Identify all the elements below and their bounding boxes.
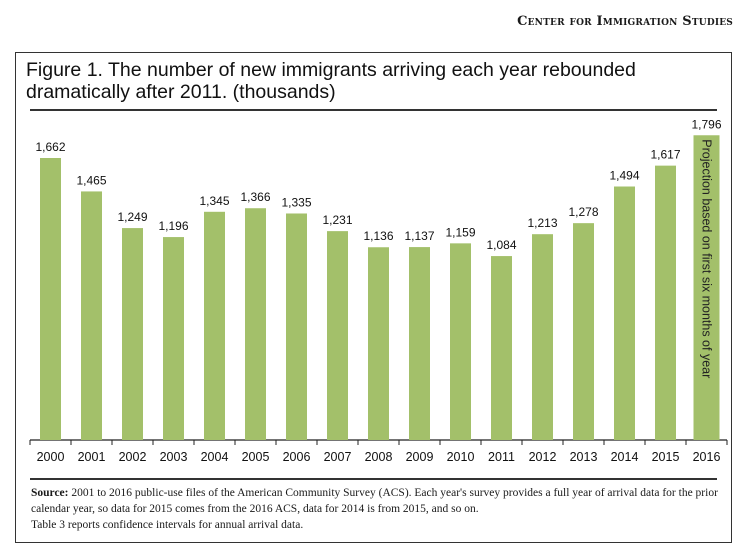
x-tick-label-2006: 2006 [283, 450, 311, 464]
value-label-2016: 1,796 [691, 117, 721, 131]
x-tick-label-2010: 2010 [447, 450, 475, 464]
x-tick-label-2002: 2002 [119, 450, 147, 464]
bar-2002 [122, 228, 143, 440]
bar-2006 [286, 213, 307, 440]
figure-title: Figure 1. The number of new immigrants a… [26, 59, 636, 103]
x-tick-label-2000: 2000 [37, 450, 65, 464]
value-label-2014: 1,494 [609, 169, 639, 183]
x-tick-label-2015: 2015 [652, 450, 680, 464]
source-note: Source: 2001 to 2016 public-use files of… [31, 485, 721, 533]
bar-2012 [532, 234, 553, 440]
value-label-2010: 1,159 [445, 225, 475, 239]
x-tick-label-2014: 2014 [611, 450, 639, 464]
bar-2010 [450, 243, 471, 440]
bar-2014 [614, 186, 635, 440]
bar-2015 [655, 165, 676, 440]
value-label-2001: 1,465 [76, 173, 106, 187]
projection-annotation: Projection based on first six months of … [700, 139, 714, 378]
bar-2004 [204, 211, 225, 440]
x-tick-label-2008: 2008 [365, 450, 393, 464]
bar-2016 [693, 135, 720, 440]
value-label-2000: 1,662 [35, 140, 65, 154]
bar-2008 [368, 247, 389, 440]
x-tick-label-2013: 2013 [570, 450, 598, 464]
x-tick-label-2012: 2012 [529, 450, 557, 464]
source-divider [30, 478, 717, 480]
x-tick-label-2011: 2011 [488, 450, 515, 464]
value-label-2013: 1,278 [568, 205, 598, 219]
bar-2003 [163, 237, 184, 440]
x-tick-label-2016: 2016 [693, 450, 721, 464]
value-label-2015: 1,617 [650, 148, 680, 162]
source-table-note: Table 3 reports confidence intervals for… [31, 519, 304, 531]
value-label-2005: 1,366 [240, 190, 270, 204]
bar-2011 [491, 256, 512, 440]
x-tick-label-2007: 2007 [324, 450, 352, 464]
organization-name: Center for Immigration Studies [517, 14, 733, 29]
x-tick-label-2004: 2004 [201, 450, 229, 464]
value-label-2004: 1,345 [199, 194, 229, 208]
bar-2013 [573, 223, 594, 440]
x-tick-label-2009: 2009 [406, 450, 434, 464]
value-label-2012: 1,213 [527, 216, 557, 230]
value-label-2007: 1,231 [322, 213, 352, 227]
value-label-2009: 1,137 [404, 229, 434, 243]
bar-2009 [409, 247, 430, 440]
source-label: Source: [31, 487, 69, 499]
bar-2000 [40, 158, 61, 440]
value-label-2006: 1,335 [281, 195, 311, 209]
bar-2007 [327, 231, 348, 440]
value-label-2003: 1,196 [158, 219, 188, 233]
source-text: 2001 to 2016 public-use files of the Ame… [31, 487, 718, 515]
x-tick-label-2005: 2005 [242, 450, 270, 464]
x-tick-label-2001: 2001 [78, 450, 106, 464]
title-divider [30, 109, 717, 111]
value-label-2002: 1,249 [117, 210, 147, 224]
value-label-2008: 1,136 [363, 229, 393, 243]
value-label-2011: 1,084 [486, 238, 516, 252]
x-tick-label-2003: 2003 [160, 450, 188, 464]
bar-2001 [81, 191, 102, 440]
bar-2005 [245, 208, 266, 440]
